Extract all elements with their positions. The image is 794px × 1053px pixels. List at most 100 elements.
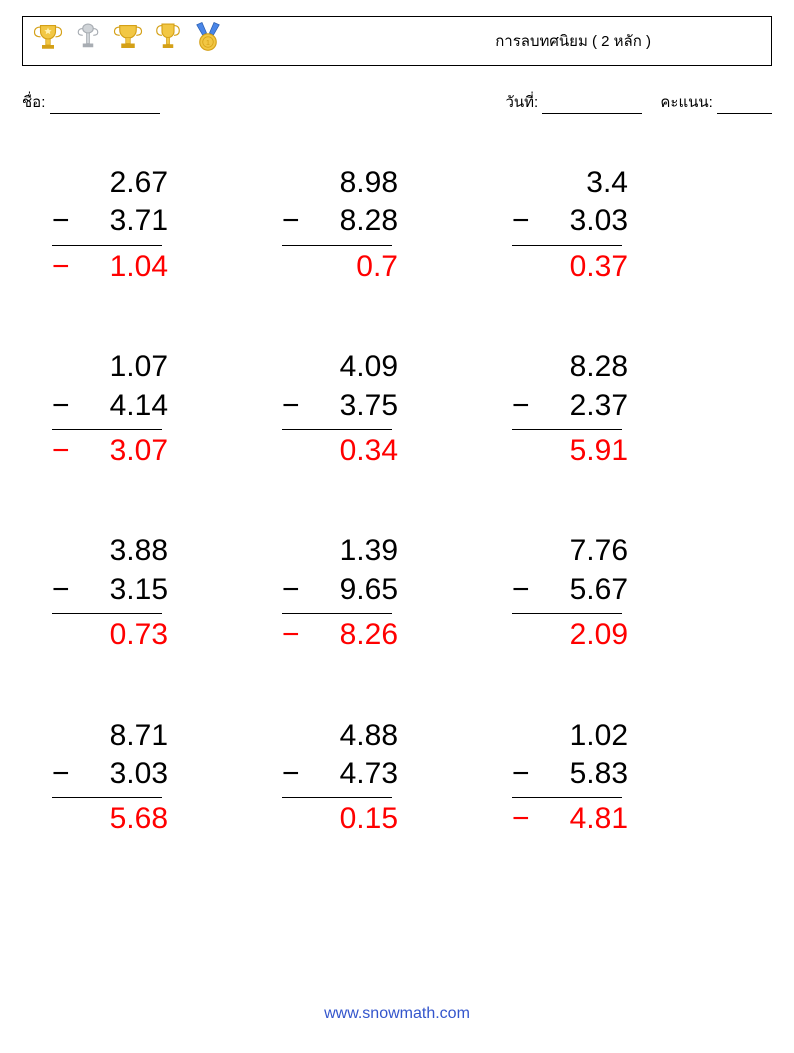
minuend-row: 1.02 [512,717,628,755]
worksheet-title: การลบทศนิยม ( 2 หลัก ) [495,29,651,53]
subtrahend-row: −4.73 [282,755,398,793]
answer-sign: − [512,800,532,838]
rule-line [512,613,622,614]
rule-line [52,429,162,430]
answer: 1.04 [72,248,168,286]
date-label: วันที่: [505,94,538,111]
answer: 0.34 [302,432,398,470]
subtrahend-row: −3.75 [282,387,398,425]
minuend-row: 7.76 [512,532,628,570]
answer-sign: − [282,616,302,654]
minuend: 8.98 [302,164,398,202]
minuend-row: 1.07 [52,348,168,386]
problem: 4.88−4.73 0.15 [282,717,512,839]
subtrahend-row: −3.03 [512,202,628,240]
answer-row: 5.91 [512,432,628,470]
footer: www.snowmath.com [0,1005,794,1023]
minuend-row: 1.39 [282,532,398,570]
problem: 3.4−3.03 0.37 [512,164,742,286]
medal-icon: 1 [193,21,223,62]
answer-row: 0.15 [282,800,398,838]
problem: 4.09−3.75 0.34 [282,348,512,470]
minus-icon: − [512,755,532,793]
problem: 8.28−2.37 5.91 [512,348,742,470]
rule-line [52,613,162,614]
minus-icon: − [52,387,72,425]
rule-line [282,429,392,430]
footer-link[interactable]: www.snowmath.com [324,1005,470,1022]
minus-icon: − [52,202,72,240]
date-blank [542,97,642,114]
subtrahend: 3.03 [72,755,168,793]
minuend: 1.02 [532,717,628,755]
minuend: 8.71 [72,717,168,755]
minuend-row: 8.71 [52,717,168,755]
problem: 8.71−3.03 5.68 [52,717,282,839]
minuend-row: 8.98 [282,164,398,202]
subtrahend: 3.75 [302,387,398,425]
subtrahend-row: −5.67 [512,571,628,609]
answer-row: 0.34 [282,432,398,470]
answer-row: −3.07 [52,432,168,470]
problem: 1.07−4.14 −3.07 [52,348,282,470]
answer-row: 0.73 [52,616,168,654]
answer: 5.91 [532,432,628,470]
problem: 2.67−3.71−1.04 [52,164,282,286]
minus-icon: − [282,202,302,240]
minus-icon: − [52,755,72,793]
minuend: 2.67 [72,164,168,202]
header-box: 1 การลบทศนิยม ( 2 หลัก ) [22,16,772,66]
subtrahend: 3.71 [72,202,168,240]
trophy-gold-star-icon [33,21,63,62]
minus-icon: − [282,387,302,425]
answer: 0.15 [302,800,398,838]
subtrahend-row: −5.83 [512,755,628,793]
minuend: 7.76 [532,532,628,570]
minuend: 3.4 [532,164,628,202]
minuend: 4.09 [302,348,398,386]
subtrahend-row: −3.15 [52,571,168,609]
subtrahend: 9.65 [302,571,398,609]
rule-line [512,797,622,798]
answer: 0.37 [532,248,628,286]
minuend-row: 3.88 [52,532,168,570]
subtrahend: 4.73 [302,755,398,793]
subtrahend: 4.14 [72,387,168,425]
subtrahend: 3.15 [72,571,168,609]
minuend: 1.39 [302,532,398,570]
subtrahend-row: −3.03 [52,755,168,793]
minuend: 4.88 [302,717,398,755]
subtrahend: 8.28 [302,202,398,240]
problem: 8.98−8.280.7 [282,164,512,286]
score-blank [717,97,772,114]
problem: 3.88−3.15 0.73 [52,532,282,654]
answer-row: 5.68 [52,800,168,838]
answer-sign: − [52,248,72,286]
svg-text:1: 1 [206,38,210,47]
answer: 4.81 [532,800,628,838]
minus-icon: − [52,571,72,609]
trophy-gold-tall-icon [153,21,183,62]
minuend-row: 8.28 [512,348,628,386]
minus-icon: − [282,755,302,793]
minus-icon: − [512,387,532,425]
problem: 7.76−5.67 2.09 [512,532,742,654]
answer: 5.68 [72,800,168,838]
minuend: 1.07 [72,348,168,386]
subtrahend: 3.03 [532,202,628,240]
rule-line [512,245,622,246]
subtrahend-row: −3.71 [52,202,168,240]
minuend: 3.88 [72,532,168,570]
minus-icon: − [282,571,302,609]
rule-line [512,429,622,430]
rule-line [282,245,392,246]
answer-row: 2.09 [512,616,628,654]
subtrahend-row: −9.65 [282,571,398,609]
answer-row: −4.81 [512,800,628,838]
trophy-row: 1 [33,21,223,62]
answer-row: 0.37 [512,248,628,286]
score-label: คะแนน: [660,94,712,111]
name-blank [50,97,160,114]
subtrahend: 2.37 [532,387,628,425]
minus-icon: − [512,571,532,609]
